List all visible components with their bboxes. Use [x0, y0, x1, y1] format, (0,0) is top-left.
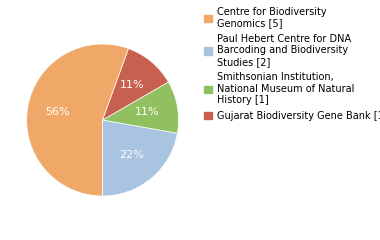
Wedge shape	[103, 48, 168, 120]
Wedge shape	[103, 82, 179, 133]
Wedge shape	[27, 44, 128, 196]
Legend: Centre for Biodiversity
Genomics [5], Paul Hebert Centre for DNA
Barcoding and B: Centre for Biodiversity Genomics [5], Pa…	[203, 5, 380, 123]
Text: 22%: 22%	[119, 150, 144, 160]
Text: 11%: 11%	[135, 107, 160, 117]
Wedge shape	[103, 120, 177, 196]
Text: 56%: 56%	[45, 107, 70, 117]
Text: 11%: 11%	[120, 80, 144, 90]
